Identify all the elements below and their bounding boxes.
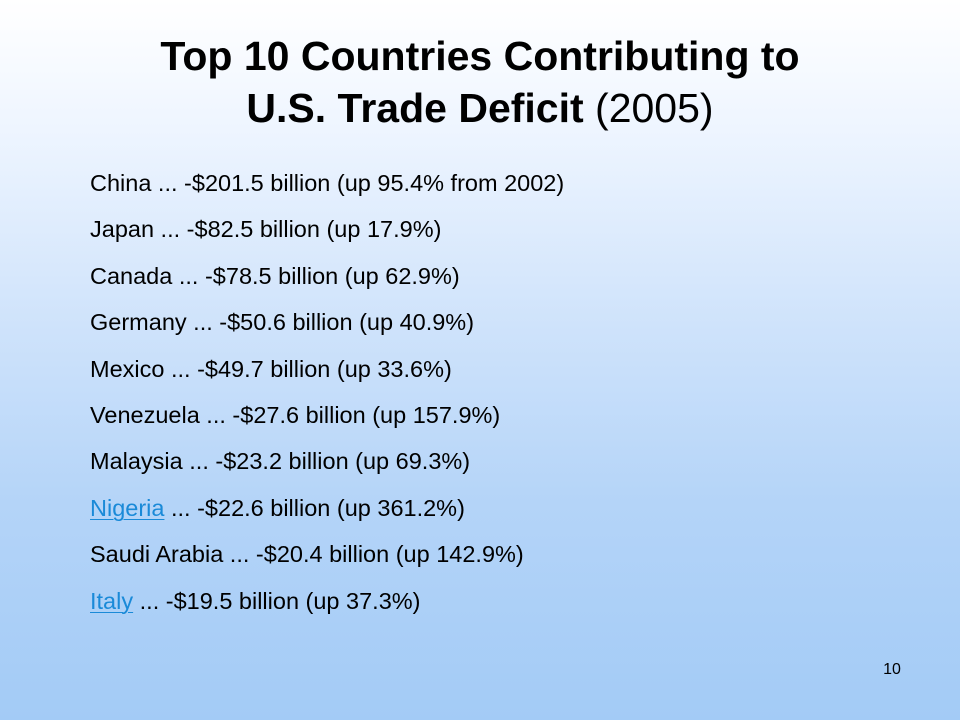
country-name: Japan (90, 216, 155, 243)
list-item-canada: Canada ... -$78.5 billion (up 62.9%) (90, 253, 910, 299)
list-item-italy: Italy ... -$19.5 billion (up 37.3%) (90, 578, 910, 624)
list-item-nigeria: Nigeria ... -$22.6 billion (up 361.2%) (90, 485, 910, 531)
list-item-mexico: Mexico ... -$49.7 billion (up 33.6%) (90, 346, 910, 392)
country-name: Germany (90, 309, 187, 336)
deficit-detail: ... -$201.5 billion (up 95.4% from 2002) (151, 170, 565, 196)
deficit-detail: ... -$82.5 billion (up 17.9%) (154, 216, 442, 243)
deficit-detail: ... -$49.7 billion (up 33.6%) (164, 355, 452, 382)
country-name: Saudi Arabia (90, 541, 224, 568)
nigeria-link[interactable]: Nigeria (90, 494, 165, 521)
title-line-1: Top 10 Countries Contributing to (160, 33, 800, 79)
deficit-detail: ... -$27.6 billion (up 157.9%) (199, 401, 501, 428)
country-name: Venezuela (90, 401, 200, 428)
country-name: Malaysia (90, 448, 183, 475)
deficit-detail: ... -$78.5 billion (up 62.9%) (172, 262, 460, 289)
title-year: (2005) (595, 85, 714, 131)
list-item-japan: Japan ... -$82.5 billion (up 17.9%) (90, 206, 910, 252)
slide-title: Top 10 Countries Contributing to U.S. Tr… (0, 30, 960, 134)
deficit-detail: ... -$19.5 billion (up 37.3%) (133, 587, 421, 614)
deficit-detail: ... -$23.2 billion (up 69.3%) (182, 448, 471, 475)
deficit-detail: ... -$22.6 billion (up 361.2%) (164, 494, 465, 521)
country-name: Canada (90, 262, 173, 289)
deficit-detail: ... -$20.4 billion (up 142.9%) (223, 541, 524, 568)
list-item-malaysia: Malaysia ... -$23.2 billion (up 69.3%) (90, 438, 910, 484)
country-name: China (90, 170, 152, 196)
list-item-venezuela: Venezuela ... -$27.6 billion (up 157.9%) (90, 392, 910, 438)
deficit-country-list: China ... -$201.5 billion (up 95.4% from… (90, 160, 910, 624)
list-item-saudi-arabia: Saudi Arabia ... -$20.4 billion (up 142.… (90, 531, 910, 577)
list-item-china: China ... -$201.5 billion (up 95.4% from… (90, 160, 910, 206)
deficit-detail: ... -$50.6 billion (up 40.9%) (186, 309, 475, 336)
list-item-germany: Germany ... -$50.6 billion (up 40.9%) (90, 299, 910, 345)
country-name: Mexico (90, 355, 165, 382)
title-line-2: U.S. Trade Deficit (2005) (0, 82, 960, 134)
title-main: U.S. Trade Deficit (246, 85, 584, 131)
page-number: 10 (883, 661, 901, 678)
italy-link[interactable]: Italy (90, 587, 134, 614)
